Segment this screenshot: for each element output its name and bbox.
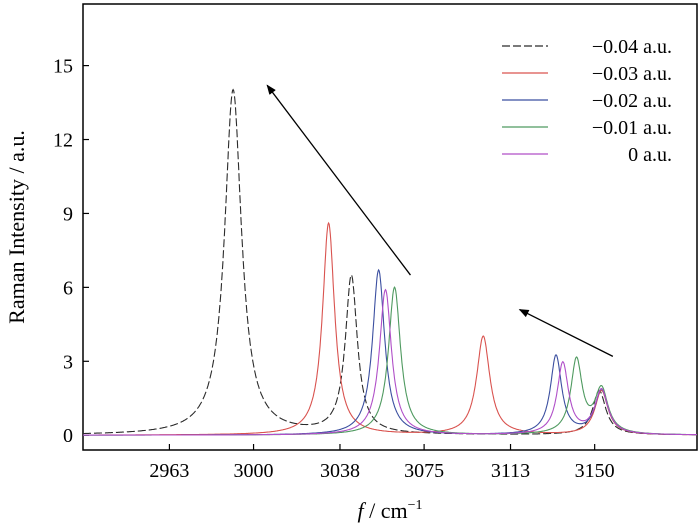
y-tick-label: 0 [63, 425, 73, 447]
y-tick-label: 9 [63, 203, 73, 225]
series-lines-group [83, 88, 697, 436]
legend-label: −0.03 a.u. [592, 63, 672, 85]
plot-frame [82, 3, 698, 451]
y-tick-label: 12 [53, 130, 73, 152]
series-line [83, 88, 697, 436]
annotation-arrows-group [266, 84, 614, 357]
series-line [83, 286, 697, 436]
legend: −0.04 a.u. −0.03 a.u. −0.02 a.u. −0.01 a.u.… [502, 36, 672, 166]
y-axis-title: Raman Intensity / a.u. [4, 130, 29, 324]
x-tick-label: 3113 [491, 460, 530, 482]
series-line [83, 288, 697, 436]
y-tick-label: 15 [53, 56, 73, 78]
legend-label: −0.02 a.u. [592, 90, 672, 112]
x-axis-title: f / cm−1 [357, 498, 422, 523]
x-axis-title-unit: / cm [364, 498, 408, 523]
annotation-arrow [518, 308, 614, 357]
x-tick-label: 3000 [234, 460, 274, 482]
x-axis-title-exponent: −1 [408, 498, 423, 513]
legend-label: 0 a.u. [628, 144, 672, 166]
plot-frame-group [82, 3, 698, 451]
x-tick-label: 3038 [320, 460, 360, 482]
legend-label: −0.01 a.u. [592, 117, 672, 139]
x-tick-label: 3075 [404, 460, 444, 482]
y-tick-label: 3 [63, 351, 73, 373]
ticks-group: 2963 3000 3038 3075 3113 3150 0 3 6 9 12 15 [53, 56, 615, 482]
x-tick-label: 3150 [575, 460, 615, 482]
y-tick-label: 6 [63, 277, 73, 299]
x-tick-label: 2963 [149, 460, 189, 482]
x-axis-title-italic: f [357, 498, 366, 523]
legend-label: −0.04 a.u. [592, 36, 672, 58]
annotation-arrow [266, 84, 411, 276]
